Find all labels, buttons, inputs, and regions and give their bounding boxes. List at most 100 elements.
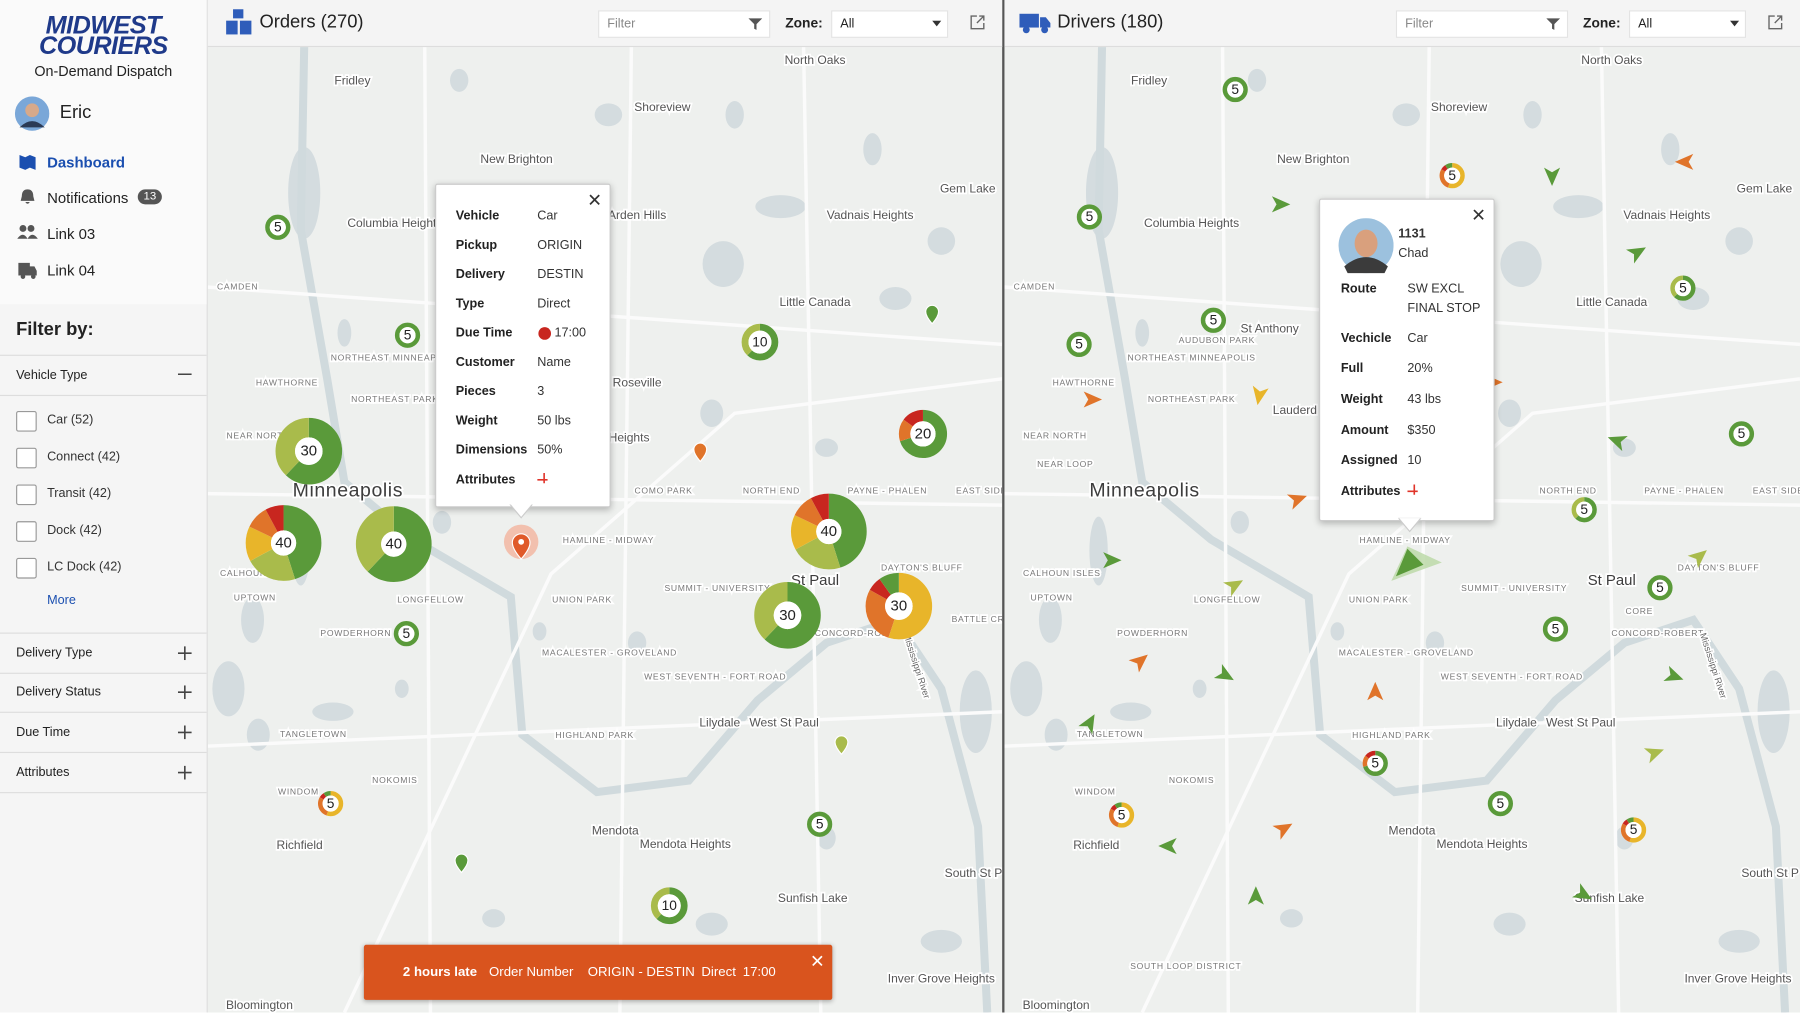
- driver-marker[interactable]: [1605, 430, 1628, 452]
- cluster[interactable]: 40: [355, 506, 432, 583]
- collapse-icon[interactable]: [177, 367, 192, 381]
- driver-marker[interactable]: [1626, 240, 1650, 264]
- cluster[interactable]: 5: [1066, 331, 1092, 358]
- cluster[interactable]: 5: [807, 811, 833, 837]
- option-label[interactable]: Connect (42): [47, 450, 121, 464]
- driver-marker[interactable]: [1223, 573, 1247, 597]
- checkbox[interactable]: [16, 557, 37, 579]
- cluster[interactable]: 5: [1571, 497, 1597, 523]
- option-label[interactable]: Car (52): [47, 413, 94, 428]
- cluster[interactable]: 40: [245, 505, 322, 581]
- user-name[interactable]: Eric: [59, 103, 92, 123]
- close-button[interactable]: [589, 194, 600, 205]
- expand-icon[interactable]: [177, 725, 192, 740]
- driver-marker[interactable]: [1078, 710, 1101, 735]
- cluster[interactable]: 5: [1487, 790, 1514, 817]
- driver-marker[interactable]: [1103, 552, 1122, 569]
- driver-marker[interactable]: [1250, 385, 1269, 407]
- expand-icon[interactable]: [177, 765, 192, 780]
- filter-section[interactable]: Delivery Type: [0, 632, 207, 674]
- add-attribute[interactable]: [1407, 484, 1418, 495]
- driver-marker[interactable]: [1158, 838, 1177, 855]
- cluster[interactable]: 5: [1439, 163, 1465, 189]
- filter-section[interactable]: Attributes: [0, 753, 207, 794]
- cluster[interactable]: 5: [1620, 817, 1647, 843]
- close-button[interactable]: [812, 955, 823, 967]
- driver-marker[interactable]: [1128, 648, 1153, 673]
- option-label[interactable]: LC Dock (42): [47, 560, 122, 574]
- driver-marker-selected[interactable]: [1395, 548, 1424, 577]
- nav-item[interactable]: Notifications: [47, 189, 129, 207]
- add-attribute[interactable]: [537, 472, 548, 483]
- avatar[interactable]: [14, 96, 50, 131]
- nav-item[interactable]: Link 03: [47, 225, 96, 243]
- filter-section[interactable]: Delivery Status: [0, 673, 207, 713]
- checkbox[interactable]: [16, 447, 37, 469]
- popout-icon[interactable]: [970, 15, 985, 30]
- close-button[interactable]: [1473, 209, 1484, 220]
- driver-marker[interactable]: [1572, 883, 1596, 906]
- driver-marker[interactable]: [1272, 817, 1296, 840]
- driver-marker[interactable]: [1663, 665, 1686, 687]
- expand-icon[interactable]: [177, 685, 192, 700]
- filter-input[interactable]: Filter: [1395, 10, 1569, 38]
- driver-marker[interactable]: [1213, 664, 1238, 687]
- driver-marker[interactable]: [1286, 488, 1310, 510]
- cluster[interactable]: 30: [275, 417, 343, 485]
- filter-section[interactable]: Vehicle Type: [0, 354, 207, 397]
- cluster[interactable]: 10: [650, 887, 688, 925]
- cluster[interactable]: 5: [1222, 76, 1248, 103]
- cluster[interactable]: 30: [754, 582, 821, 649]
- cluster[interactable]: 5: [393, 621, 420, 647]
- driver-marker[interactable]: [1674, 153, 1694, 170]
- cluster[interactable]: 5: [265, 214, 291, 240]
- driver-marker[interactable]: [1643, 742, 1667, 764]
- cluster[interactable]: 5: [1362, 750, 1388, 777]
- map-label: Sunfish Lake: [1575, 891, 1645, 905]
- cluster[interactable]: 5: [394, 322, 421, 348]
- zone-select[interactable]: All: [1628, 10, 1747, 38]
- cluster[interactable]: 40: [790, 493, 867, 570]
- nav-item[interactable]: Dashboard: [47, 153, 126, 172]
- cluster[interactable]: 5: [1670, 275, 1696, 301]
- filter-section[interactable]: Due Time: [0, 713, 207, 754]
- cluster[interactable]: 10: [741, 323, 779, 361]
- cluster[interactable]: 5: [1647, 575, 1673, 601]
- option-label[interactable]: Transit (42): [47, 486, 112, 501]
- option-label[interactable]: Dock (42): [47, 523, 102, 538]
- popout-icon[interactable]: [1768, 15, 1783, 30]
- cluster[interactable]: 5: [1728, 421, 1755, 447]
- field-value: SW EXCL FINAL STOP: [1407, 282, 1481, 316]
- alert-bar[interactable]: 2 hours late Order Number ORIGIN - DESTIN D…: [363, 944, 833, 1000]
- checkbox[interactable]: [16, 484, 37, 506]
- expand-icon[interactable]: [177, 646, 192, 661]
- cluster[interactable]: 5: [1076, 204, 1103, 230]
- map-label: Fridley: [1131, 74, 1167, 88]
- filter-input[interactable]: Filter: [598, 10, 771, 38]
- pin[interactable]: [834, 735, 849, 756]
- pin[interactable]: [454, 853, 469, 874]
- cluster[interactable]: 5: [1542, 616, 1569, 642]
- lake: [1425, 631, 1445, 655]
- driver-marker[interactable]: [1083, 391, 1103, 408]
- driver-marker[interactable]: [1687, 544, 1712, 569]
- cluster[interactable]: 30: [865, 572, 933, 640]
- driver-marker[interactable]: [1271, 196, 1291, 213]
- driver-marker[interactable]: [1367, 681, 1384, 701]
- cluster[interactable]: 5: [1200, 307, 1227, 333]
- checkbox[interactable]: [16, 521, 37, 542]
- more-link[interactable]: More: [47, 593, 76, 608]
- map-label: Little Canada: [1576, 295, 1647, 309]
- checkbox[interactable]: [16, 410, 37, 432]
- cluster[interactable]: 5: [317, 790, 344, 817]
- cluster[interactable]: 20: [898, 409, 948, 459]
- pin[interactable]: [693, 442, 708, 463]
- nav-item[interactable]: Link 04: [47, 261, 96, 279]
- zone-select[interactable]: All: [831, 10, 949, 38]
- map-label: Lilydale: [699, 715, 740, 729]
- driver-marker[interactable]: [1544, 167, 1561, 186]
- driver-marker[interactable]: [1247, 886, 1264, 905]
- cluster[interactable]: 5: [1108, 802, 1135, 828]
- pin[interactable]: [511, 533, 531, 560]
- pin[interactable]: [925, 304, 940, 325]
